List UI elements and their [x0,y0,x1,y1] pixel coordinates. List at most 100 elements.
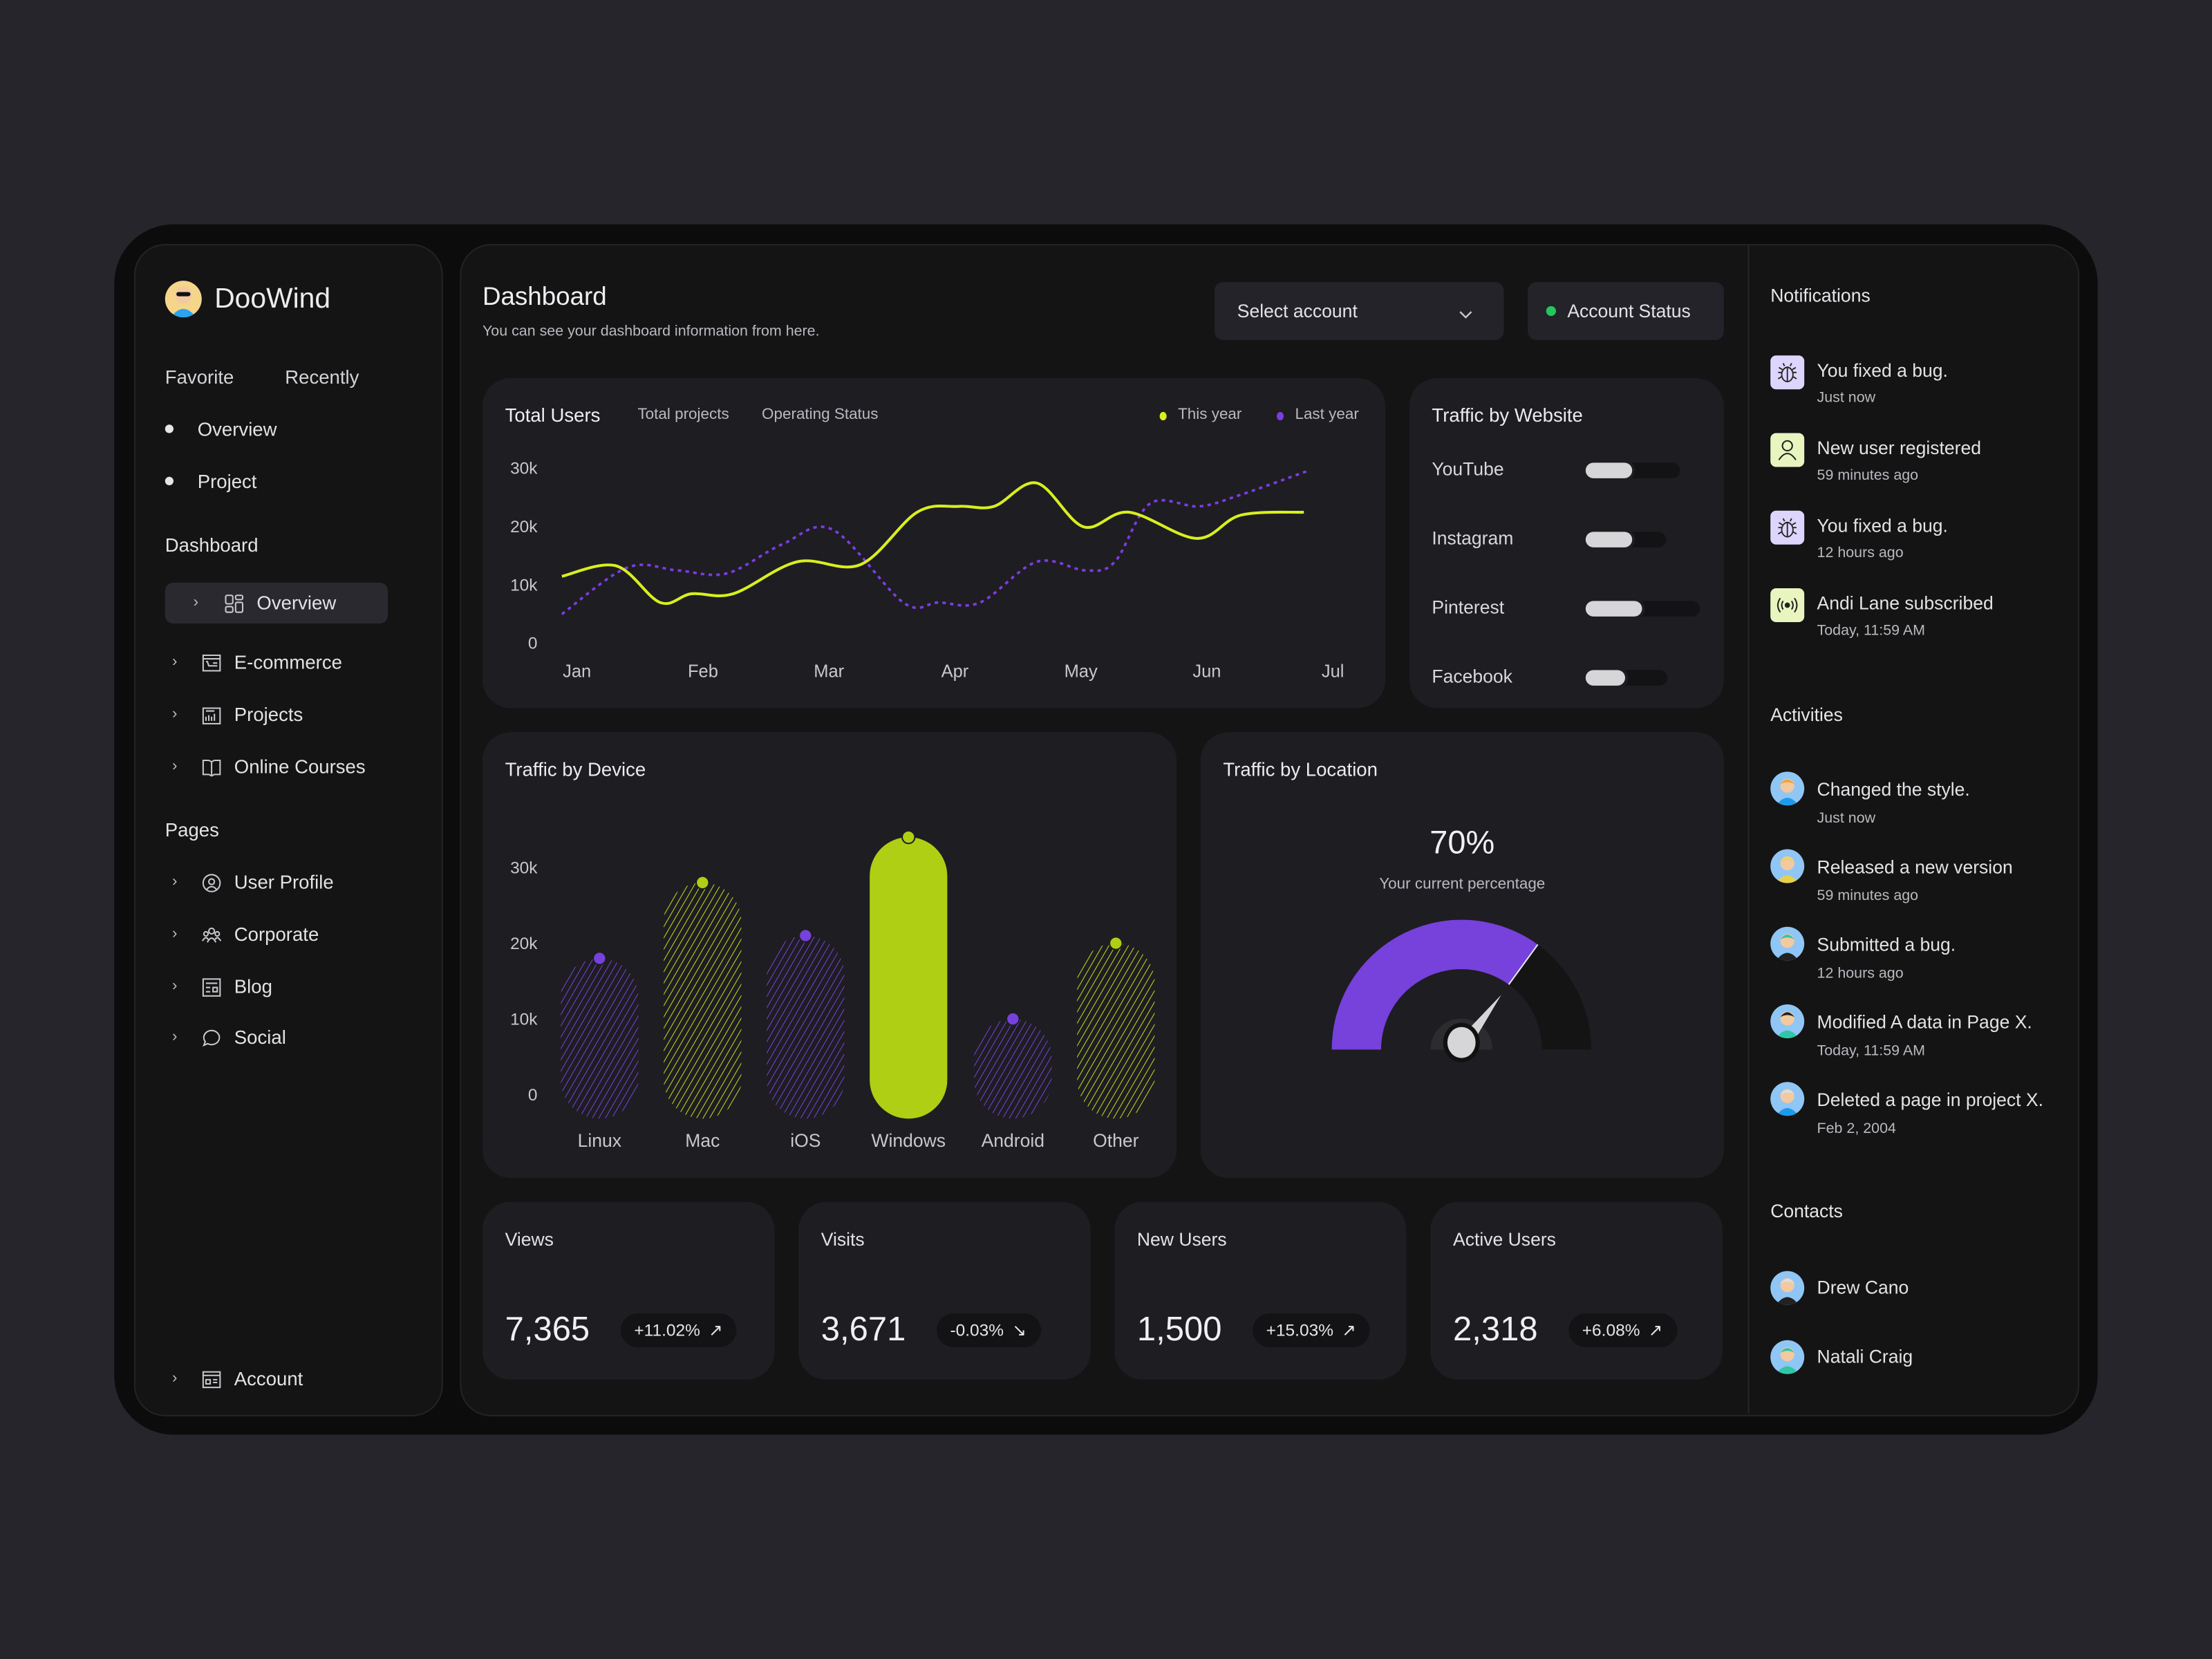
bar-marker [592,951,607,966]
sidebar-item-user-profile[interactable]: User Profile [234,872,334,893]
stat-change: +11.02% [634,1320,700,1340]
location-gauge [1331,919,1592,1062]
chevron-right-icon[interactable]: › [171,1028,178,1046]
brand-logo-avatar [165,281,202,318]
x-tick-label: Jul [1322,662,1344,682]
tab-favorite[interactable]: Favorite [165,366,234,388]
notification-title[interactable]: New user registered [1817,437,1981,459]
activity-title[interactable]: Deleted a page in project X. [1817,1089,2043,1111]
contact-avatar [1770,1271,1805,1305]
category-label: Windows [871,1130,946,1151]
category-label: Linux [578,1130,621,1151]
gauge-caption: Your current percentage [1379,876,1546,893]
y-tick-label: 0 [528,635,538,653]
favorite-overview[interactable]: Overview [197,419,277,440]
x-tick-label: Jun [1192,662,1221,682]
account-status-button[interactable]: Account Status [1528,282,1724,340]
chevron-right-icon: › [193,594,199,611]
tab-operating-status[interactable]: Operating Status [762,406,879,424]
bullet-icon [165,476,174,486]
chevron-right-icon[interactable]: › [171,977,178,995]
bullet-icon [165,424,174,433]
chevron-right-icon[interactable]: › [171,925,178,943]
chevron-right-icon[interactable]: › [171,757,178,775]
chevron-right-icon[interactable]: › [171,1369,178,1387]
contact-name[interactable]: Drew Cano [1817,1276,1909,1298]
contacts-title: Contacts [1770,1200,1843,1222]
tab-total-projects[interactable]: Total projects [637,406,729,424]
trend-up-icon: ↗ [709,1320,723,1340]
activity-title[interactable]: Modified A data in Page X. [1817,1011,2032,1033]
activity-time: Just now [1817,809,1876,827]
bar-marker [798,928,813,943]
bar-other[interactable] [1077,943,1155,1119]
activity-title[interactable]: Changed the style. [1817,778,1970,800]
gauge-value: 70% [1430,823,1495,861]
select-account-dropdown[interactable]: Select account [1215,282,1504,340]
sidebar-item-social[interactable]: Social [234,1027,286,1049]
favorite-project[interactable]: Project [197,471,257,493]
sidebar-item-overview[interactable] [165,582,388,624]
sidebar [133,244,443,1416]
sidebar-item-online-courses[interactable]: Online Courses [234,756,366,778]
sidebar-item-e-commerce[interactable]: E-commerce [234,651,342,673]
tab-recently[interactable]: Recently [285,366,359,388]
stat-label: Views [505,1228,554,1250]
activity-title[interactable]: Released a new version [1817,856,2013,878]
chevron-right-icon[interactable]: › [171,653,178,671]
stat-card-new-users [1114,1201,1407,1380]
chart-doc-icon [202,705,222,725]
gauge-hub [1447,1027,1476,1058]
bar-marker [901,830,916,845]
activity-time: 59 minutes ago [1817,887,1919,905]
activities-title: Activities [1770,704,1843,725]
contact-name[interactable]: Natali Craig [1817,1345,1913,1367]
sidebar-item-account[interactable]: Account [234,1368,303,1390]
page-subtitle: You can see your dashboard information f… [482,323,820,340]
contact-avatar [1770,1340,1805,1374]
notification-time: Just now [1817,389,1876,406]
notification-title[interactable]: Andi Lane subscribed [1817,592,1994,614]
x-tick-label: May [1065,662,1098,682]
stat-change-badge: +11.02% ↗ [619,1313,738,1347]
select-account-label: Select account [1237,300,1358,322]
page-title: Dashboard [482,282,607,310]
notification-time: 12 hours ago [1817,544,1904,562]
y-tick-label: 30k [510,460,538,478]
sidebar-item-blog[interactable]: Blog [234,976,272,997]
notification-title[interactable]: You fixed a bug. [1817,514,1948,536]
chevron-right-icon[interactable]: › [171,873,178,890]
user-circle-icon [202,873,222,893]
traffic-device-title: Traffic by Device [505,758,646,780]
traffic-location-title: Traffic by Location [1223,758,1378,780]
category-label: Mac [685,1130,720,1151]
bar-linux[interactable] [561,958,639,1119]
bar-ios[interactable] [767,935,845,1119]
x-tick-label: Apr [941,662,969,682]
bar-mac[interactable] [664,882,742,1119]
y-tick-label: 20k [510,935,538,953]
stat-label: Active Users [1453,1228,1556,1250]
bar-android[interactable] [974,1019,1052,1119]
bar-windows[interactable] [870,837,948,1119]
activity-title[interactable]: Submitted a bug. [1817,934,1956,955]
bug-icon [1770,510,1805,545]
section-dashboard: Dashboard [165,534,259,556]
sidebar-item-corporate[interactable]: Corporate [234,924,319,946]
activity-avatar [1770,771,1805,806]
gauge-boundary [1508,944,1539,985]
chevron-right-icon[interactable]: › [171,705,178,722]
user-icon [1770,433,1805,467]
activity-avatar [1770,1004,1805,1039]
tab-total-users[interactable]: Total Users [505,404,601,427]
bug-icon [1770,355,1805,390]
stat-label: New Users [1136,1228,1227,1250]
account-status-label: Account Status [1567,300,1691,322]
category-label: iOS [790,1130,821,1151]
total-users-line-chart: 30k 20k 10k 0 Jan Feb Mar Apr May Jun Jul [510,460,1344,682]
sidebar-item-projects[interactable]: Projects [234,704,303,725]
last-year-series-line [561,470,1307,615]
notification-title[interactable]: You fixed a bug. [1817,359,1948,382]
this-year-series-line [561,481,1304,606]
